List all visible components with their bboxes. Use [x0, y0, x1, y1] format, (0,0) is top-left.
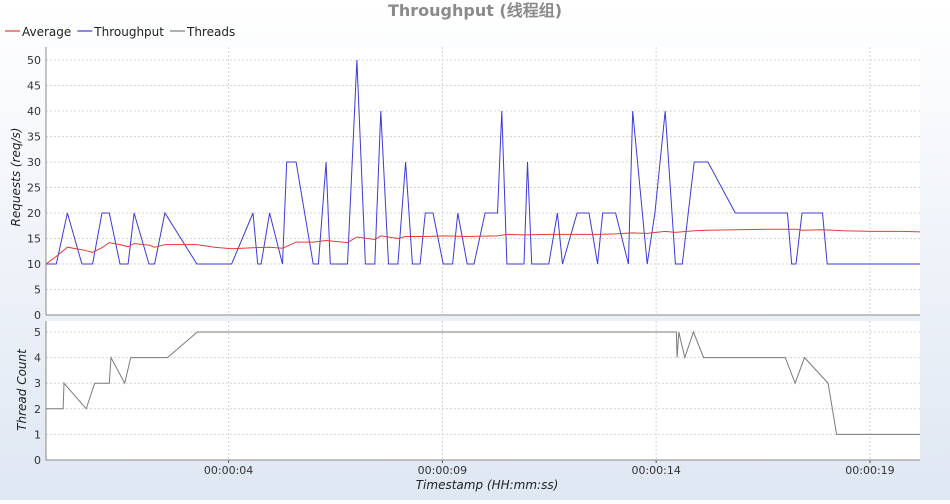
legend-label-throughput: Throughput	[93, 25, 164, 39]
average-series-line	[45, 228, 921, 265]
upper-y-tick-label: 10	[27, 258, 41, 271]
upper-y-tick-label: 40	[27, 105, 41, 118]
legend-label-threads: Threads	[186, 25, 235, 39]
upper-y-tick-label: 20	[27, 207, 41, 220]
lower-series-group	[46, 330, 920, 435]
upper-y-tick-label: 45	[27, 80, 41, 93]
x-tick-label: 00:00:19	[845, 464, 894, 477]
upper-grid	[46, 47, 920, 316]
upper-plot-area	[46, 47, 920, 315]
x-tick-label: 00:00:09	[418, 464, 467, 477]
upper-y-axis-label: Requests (req/s)	[9, 128, 23, 227]
lower-y-tick-label: 1	[34, 428, 41, 441]
upper-y-tick-label: 0	[34, 309, 41, 322]
upper-y-tick-label: 25	[27, 182, 41, 195]
legend-label-average: Average	[22, 25, 71, 39]
upper-series-group	[45, 59, 921, 265]
chart-legend: Average Throughput Threads	[5, 25, 235, 39]
x-tick-label: 00:00:04	[204, 464, 253, 477]
threads-series-line	[46, 330, 920, 435]
upper-y-tick-label: 30	[27, 156, 41, 169]
lower-y-tick-label: 4	[34, 352, 41, 365]
lower-y-tick-label: 3	[34, 377, 41, 390]
lower-plot-area	[46, 321, 920, 460]
lower-y-tick-label: 0	[34, 454, 41, 467]
lower-y-tick-label: 2	[34, 403, 41, 416]
lower-y-tick-label: 5	[34, 326, 41, 339]
upper-y-tick-label: 5	[34, 284, 41, 297]
upper-y-tick-label: 50	[27, 54, 41, 67]
lower-y-axis-label: Thread Count	[15, 348, 29, 431]
x-axis-label: Timestamp (HH:mm:ss)	[416, 478, 559, 492]
upper-y-tick-label: 35	[27, 131, 41, 144]
x-tick-label: 00:00:14	[631, 464, 680, 477]
chart-title: Throughput (线程组)	[388, 1, 562, 20]
throughput-series-line	[46, 59, 920, 265]
upper-y-tick-label: 15	[27, 233, 41, 246]
